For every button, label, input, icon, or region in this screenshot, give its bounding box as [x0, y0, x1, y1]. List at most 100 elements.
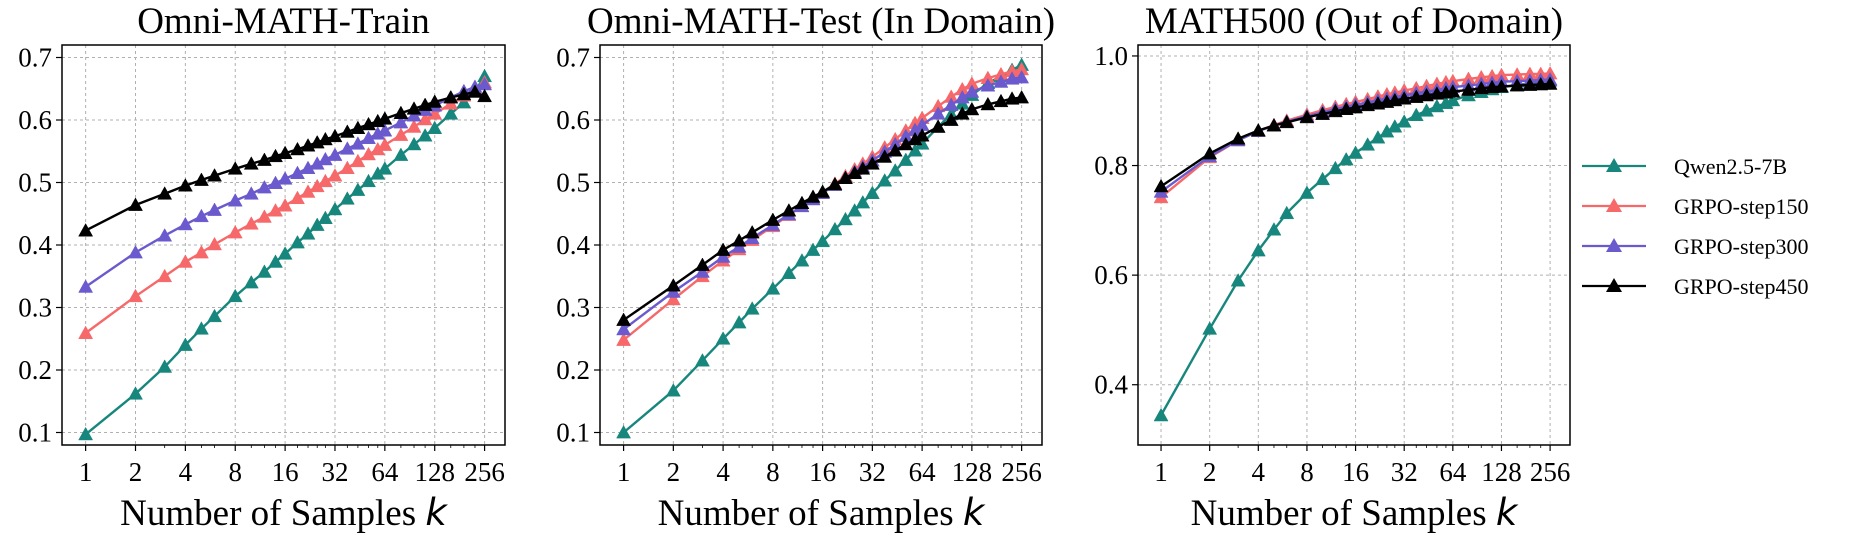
data-point — [616, 312, 632, 326]
x-tick-label: 256 — [1530, 457, 1571, 487]
data-point — [898, 152, 914, 166]
y-tick-label: 0.6 — [556, 105, 590, 135]
data-point — [277, 171, 293, 185]
y-tick-label: 0.1 — [18, 418, 52, 448]
data-point — [78, 279, 94, 293]
data-point — [1396, 114, 1412, 128]
legend-label: GRPO-step450 — [1674, 274, 1808, 299]
data-point — [157, 228, 173, 242]
data-point — [980, 96, 996, 111]
legend-entry: GRPO-step300 — [1582, 234, 1808, 259]
series — [78, 74, 493, 339]
y-tick-label: 0.4 — [1094, 370, 1128, 400]
data-point — [1299, 109, 1315, 124]
x-axis-label: Number of Samples k — [120, 491, 448, 534]
chart-panel: 0.1 0.2 0.3 0.4 0.5 0.6 0.7 1 2 4 8 16 32 64 128 256 Omn… — [556, 1, 1055, 534]
y-tick-label: 1.0 — [1094, 41, 1128, 71]
legend-marker-qwen — [1606, 158, 1622, 172]
data-point — [177, 337, 193, 351]
x-tick-label: 2 — [129, 457, 143, 487]
data-point — [993, 74, 1009, 88]
y-tick-label: 0.7 — [556, 43, 590, 73]
data-point — [157, 186, 173, 200]
data-point — [227, 224, 243, 239]
y-tick-label: 0.1 — [556, 418, 590, 448]
data-point — [930, 106, 946, 120]
data-point — [744, 301, 760, 315]
data-point — [1419, 87, 1434, 102]
data-point — [406, 108, 422, 122]
data-point — [847, 203, 863, 217]
data-point — [616, 321, 632, 336]
data-point — [731, 233, 747, 247]
data-point — [350, 136, 366, 150]
data-point — [1408, 89, 1424, 103]
x-tick-label: 4 — [1252, 457, 1266, 487]
series — [616, 89, 1030, 326]
data-point — [227, 288, 243, 303]
data-point — [207, 168, 222, 182]
x-tick-label: 16 — [272, 457, 299, 487]
data-point — [781, 203, 797, 217]
data-point — [277, 198, 293, 212]
data-point — [1445, 84, 1461, 98]
data-point — [157, 268, 173, 283]
data-point — [1473, 80, 1489, 95]
y-tick-label: 0.6 — [18, 105, 52, 135]
series — [78, 68, 493, 441]
data-point — [1266, 118, 1282, 132]
data-point — [327, 168, 343, 182]
data-point — [309, 217, 325, 231]
data-point — [339, 124, 355, 138]
x-tick-label: 8 — [228, 457, 242, 487]
data-point — [456, 94, 472, 109]
data-point — [715, 242, 731, 256]
data-point — [815, 233, 831, 248]
x-tick-label: 1 — [617, 457, 631, 487]
data-point — [930, 119, 946, 133]
legend-label: Qwen2.5-7B — [1674, 154, 1787, 179]
data-point — [964, 101, 980, 116]
data-point — [128, 386, 143, 400]
legend-marker-step450 — [1606, 278, 1622, 292]
data-point — [877, 173, 893, 187]
data-point — [1533, 76, 1549, 91]
x-tick-label: 1 — [1154, 457, 1168, 487]
data-point — [1299, 185, 1315, 199]
x-tick-label: 16 — [1342, 457, 1369, 487]
data-point — [1279, 114, 1295, 129]
data-point — [794, 195, 810, 209]
data-point — [417, 128, 433, 142]
data-point — [1419, 103, 1434, 117]
data-point — [1360, 97, 1376, 112]
x-tick-label: 4 — [716, 457, 730, 487]
legend-marker-step300 — [1606, 238, 1622, 252]
data-point — [1202, 321, 1218, 335]
data-point — [177, 216, 193, 231]
legend: Qwen2.5-7B GRPO-step150 GRPO-step300 GRP… — [1582, 154, 1808, 299]
data-point — [1494, 79, 1509, 93]
data-point — [427, 120, 443, 134]
data-point — [377, 111, 393, 125]
y-tick-label: 0.8 — [1094, 151, 1128, 181]
data-point — [467, 84, 483, 98]
y-tick-label: 0.2 — [556, 355, 590, 385]
data-point — [794, 253, 810, 267]
x-axis-label: Number of Samples k — [1191, 491, 1519, 534]
data-point — [1484, 79, 1500, 94]
data-point — [665, 278, 681, 292]
x-axis-label: Number of Samples k — [658, 491, 986, 534]
data-point — [243, 216, 259, 230]
data-point — [350, 153, 366, 168]
data-point — [406, 119, 422, 133]
data-point — [268, 254, 283, 268]
x-tick-label: 128 — [1481, 457, 1522, 487]
data-point — [78, 426, 94, 441]
data-point — [980, 78, 996, 92]
x-tick-label: 64 — [371, 457, 399, 487]
data-point — [993, 93, 1009, 108]
data-point — [377, 123, 393, 137]
data-point — [339, 191, 355, 205]
data-point — [406, 101, 422, 115]
plot-frame — [1137, 44, 1571, 446]
